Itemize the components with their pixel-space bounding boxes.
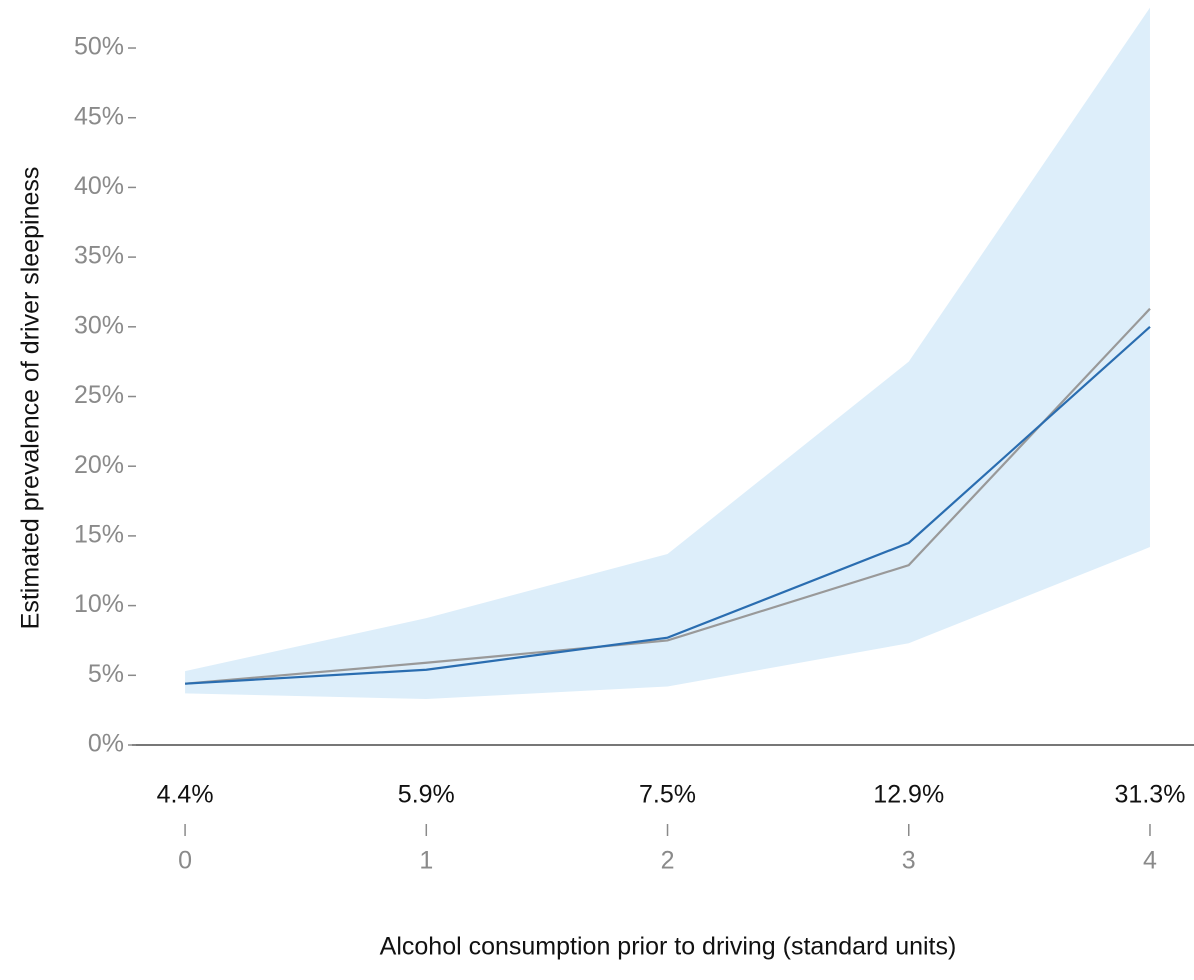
value-label: 4.4% [157,781,214,809]
x-tick-label: 4 [1143,847,1157,875]
value-label: 12.9% [873,781,944,809]
y-tick-label: 30% [74,311,124,339]
y-tick-label: 0% [88,730,124,758]
value-label: 31.3% [1115,781,1186,809]
x-tick-label: 0 [178,847,192,875]
series-line [185,325,1151,685]
y-axis-title: Estimated prevalence of driver sleepines… [17,167,45,630]
y-tick-label: 50% [74,33,124,61]
y-tick-label: 15% [74,521,124,549]
series-line [184,307,1151,685]
y-tick-label: 10% [74,590,124,618]
y-tick-label: 45% [74,102,124,130]
x-axis-title: Alcohol consumption prior to driving (st… [380,933,957,961]
y-tick-label: 5% [88,660,124,688]
x-tick-label: 3 [902,847,916,875]
confidence-band [185,7,1150,699]
value-label: 7.5% [639,781,696,809]
y-tick-label: 25% [74,381,124,409]
x-tick-label: 2 [661,847,675,875]
y-tick-label: 35% [74,242,124,270]
x-tick-label: 1 [419,847,433,875]
value-label: 5.9% [398,781,455,809]
y-tick-label: 20% [74,451,124,479]
y-tick-label: 40% [74,172,124,200]
